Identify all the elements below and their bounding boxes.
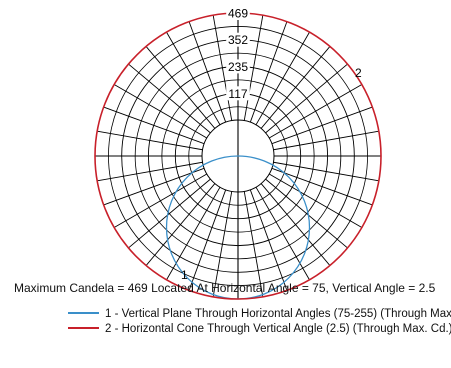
tick-label-bg (226, 59, 250, 74)
radial-tick-label: 117 (228, 87, 247, 101)
series-1-number-label: 1 (181, 268, 188, 282)
tick-label-bg (226, 6, 250, 20)
radial-tick-label: 352 (228, 33, 248, 47)
legend-label-series-1: 1 - Vertical Plane Through Horizontal An… (105, 308, 451, 320)
radial-tick-labels: 117 235 352 469 (226, 6, 250, 101)
legend-label-series-2: 2 - Horizontal Cone Through Vertical Ang… (105, 323, 451, 335)
curve-labels: 21 (181, 66, 362, 282)
series-2-number-label: 2 (355, 66, 362, 80)
radial-tick-label: 235 (228, 60, 248, 74)
tick-label-bg (226, 32, 250, 47)
legend: 1 - Vertical Plane Through Horizontal An… (68, 308, 451, 335)
max-candela-caption: Maximum Candela = 469 Located At Horizon… (14, 281, 436, 295)
tick-label-bg (226, 86, 250, 101)
radial-tick-label: 469 (228, 7, 248, 21)
